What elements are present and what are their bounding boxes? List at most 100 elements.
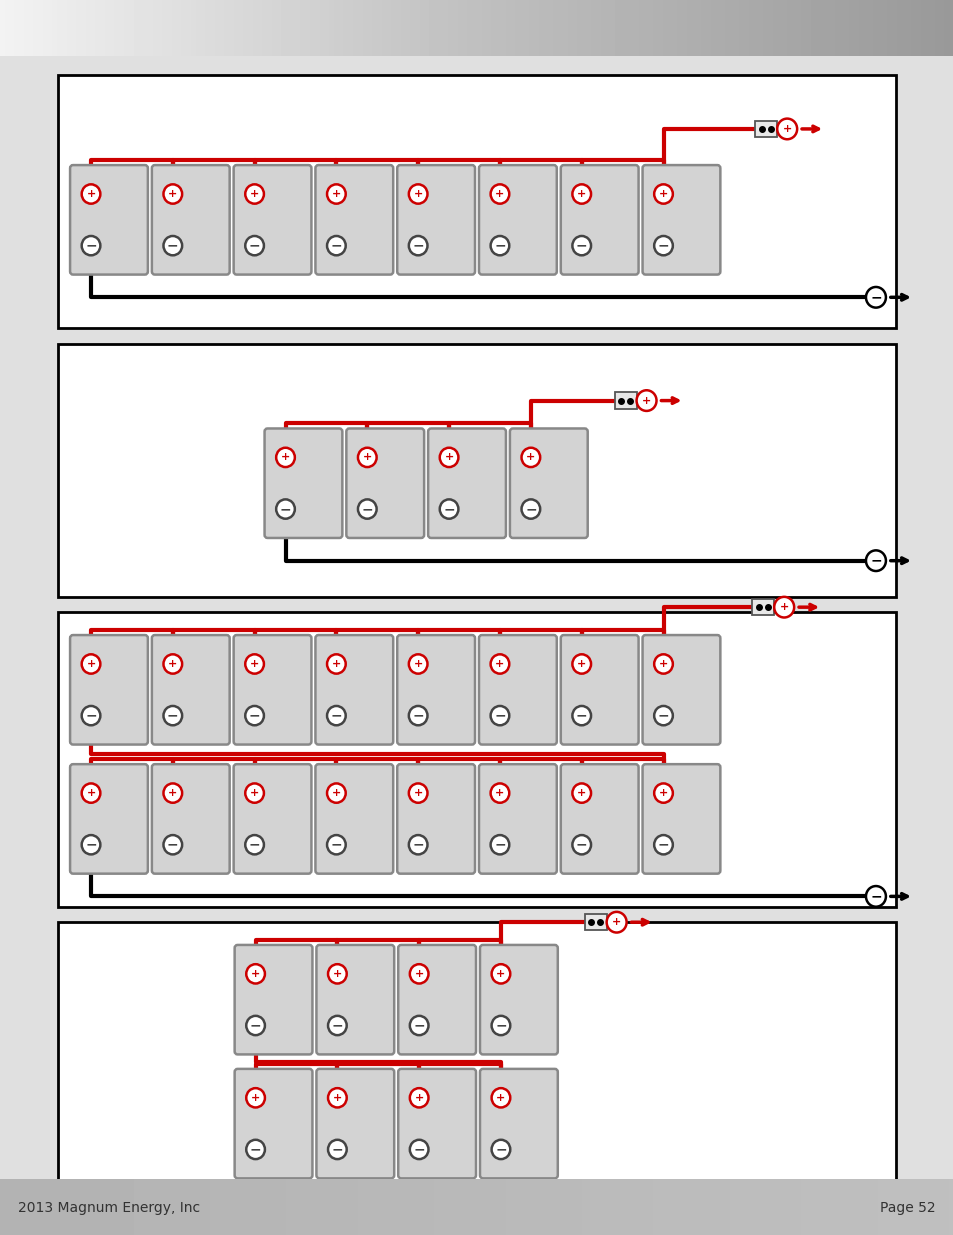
Circle shape (163, 783, 182, 803)
Circle shape (490, 236, 509, 256)
Text: +: + (659, 189, 667, 199)
Circle shape (410, 1088, 428, 1108)
Text: −: − (494, 837, 505, 852)
Text: −: − (85, 238, 97, 253)
Circle shape (275, 448, 294, 467)
Text: −: − (413, 1142, 424, 1156)
Bar (58, 75, 895, 329)
Circle shape (327, 184, 345, 204)
Text: +: + (659, 788, 667, 798)
Text: −: − (576, 709, 587, 722)
Text: +: + (413, 189, 422, 199)
FancyBboxPatch shape (478, 165, 557, 274)
Circle shape (245, 236, 264, 256)
Text: −: − (332, 1019, 343, 1032)
Text: −: − (495, 1019, 506, 1032)
Text: +: + (332, 659, 340, 669)
Circle shape (357, 448, 376, 467)
Circle shape (572, 835, 591, 855)
Circle shape (246, 1016, 265, 1035)
FancyBboxPatch shape (560, 165, 638, 274)
Circle shape (491, 1088, 510, 1108)
Text: −: − (657, 837, 669, 852)
Circle shape (82, 655, 100, 673)
Circle shape (777, 119, 797, 140)
FancyBboxPatch shape (315, 635, 393, 745)
Text: −: − (495, 1142, 506, 1156)
Text: −: − (657, 238, 669, 253)
Text: +: + (250, 189, 259, 199)
FancyBboxPatch shape (397, 945, 476, 1055)
Text: Page 52: Page 52 (880, 1200, 935, 1215)
Text: +: + (577, 659, 586, 669)
Text: +: + (495, 189, 504, 199)
Circle shape (163, 706, 182, 725)
Circle shape (82, 706, 100, 725)
Circle shape (163, 184, 182, 204)
FancyBboxPatch shape (70, 165, 148, 274)
Text: +: + (415, 968, 423, 979)
Text: −: − (700, 1192, 712, 1207)
Circle shape (327, 706, 345, 725)
FancyBboxPatch shape (70, 764, 148, 873)
Circle shape (572, 706, 591, 725)
Text: −: − (249, 238, 260, 253)
FancyBboxPatch shape (396, 635, 475, 745)
Text: +: + (250, 788, 259, 798)
Text: +: + (333, 1093, 341, 1103)
Text: +: + (495, 659, 504, 669)
Circle shape (409, 835, 427, 855)
Text: +: + (781, 124, 791, 133)
FancyBboxPatch shape (233, 635, 311, 745)
Circle shape (409, 783, 427, 803)
Circle shape (327, 655, 345, 673)
Text: +: + (526, 452, 535, 462)
Text: 2013 Magnum Energy, Inc: 2013 Magnum Energy, Inc (18, 1200, 200, 1215)
Circle shape (410, 1140, 428, 1160)
Text: +: + (413, 788, 422, 798)
FancyBboxPatch shape (614, 393, 636, 409)
FancyBboxPatch shape (233, 764, 311, 873)
Circle shape (865, 885, 885, 906)
FancyBboxPatch shape (560, 764, 638, 873)
Text: +: + (251, 1093, 260, 1103)
Text: −: − (869, 553, 881, 568)
Text: +: + (87, 659, 95, 669)
FancyBboxPatch shape (509, 429, 587, 538)
Text: −: − (330, 709, 342, 722)
Circle shape (572, 783, 591, 803)
Circle shape (409, 655, 427, 673)
FancyBboxPatch shape (397, 1068, 476, 1178)
Text: +: + (280, 452, 290, 462)
Text: −: − (494, 709, 505, 722)
Circle shape (654, 236, 672, 256)
FancyBboxPatch shape (315, 764, 393, 873)
Circle shape (865, 551, 885, 571)
Text: −: − (330, 238, 342, 253)
Text: −: − (524, 503, 537, 516)
FancyBboxPatch shape (152, 165, 230, 274)
Circle shape (245, 184, 264, 204)
Text: −: − (412, 238, 423, 253)
Text: +: + (332, 189, 340, 199)
Text: +: + (612, 918, 620, 927)
Text: −: − (576, 238, 587, 253)
Circle shape (245, 655, 264, 673)
Text: +: + (168, 659, 177, 669)
Circle shape (327, 835, 345, 855)
Circle shape (328, 1140, 346, 1160)
FancyBboxPatch shape (152, 635, 230, 745)
Circle shape (865, 287, 885, 308)
FancyBboxPatch shape (264, 429, 342, 538)
Text: +: + (577, 189, 586, 199)
Circle shape (606, 911, 626, 932)
Circle shape (654, 706, 672, 725)
Circle shape (572, 655, 591, 673)
Text: +: + (333, 968, 341, 979)
Text: −: − (250, 1142, 261, 1156)
FancyBboxPatch shape (478, 635, 557, 745)
Circle shape (328, 1016, 346, 1035)
Text: +: + (641, 395, 651, 405)
FancyBboxPatch shape (479, 1068, 558, 1178)
FancyBboxPatch shape (396, 165, 475, 274)
